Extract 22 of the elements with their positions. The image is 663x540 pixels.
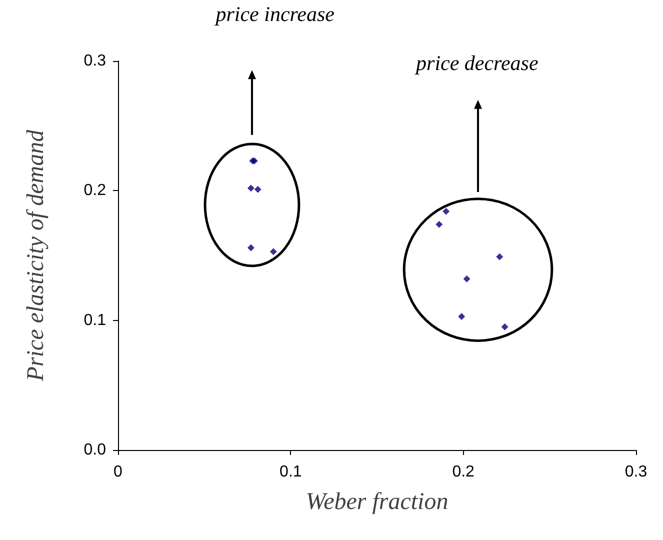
point xyxy=(496,253,504,260)
point xyxy=(458,312,466,320)
x-tick-label: 0.1 xyxy=(280,464,302,480)
point xyxy=(247,184,254,192)
y-tick-label: 0.3 xyxy=(84,52,106,70)
point xyxy=(463,275,470,282)
point xyxy=(442,208,450,215)
x-axis-title: Weber fraction xyxy=(306,489,448,515)
y-tick-label: 0.0 xyxy=(84,442,106,458)
text: price increase xyxy=(214,2,335,26)
y-tick-label: 0.2 xyxy=(84,182,106,200)
x-tick-label: 0.2 xyxy=(452,464,475,480)
point xyxy=(270,248,277,256)
point xyxy=(247,244,254,252)
x-tick-label: 0 xyxy=(114,464,123,480)
annotation: price decrease xyxy=(414,51,538,76)
point xyxy=(254,186,262,193)
y-tick-label: 0.1 xyxy=(84,312,106,329)
point xyxy=(436,220,443,228)
x-tick-label: 0.3 xyxy=(624,464,648,480)
point xyxy=(501,323,508,330)
y-axis-title: Price elasticity of demand xyxy=(23,128,49,382)
